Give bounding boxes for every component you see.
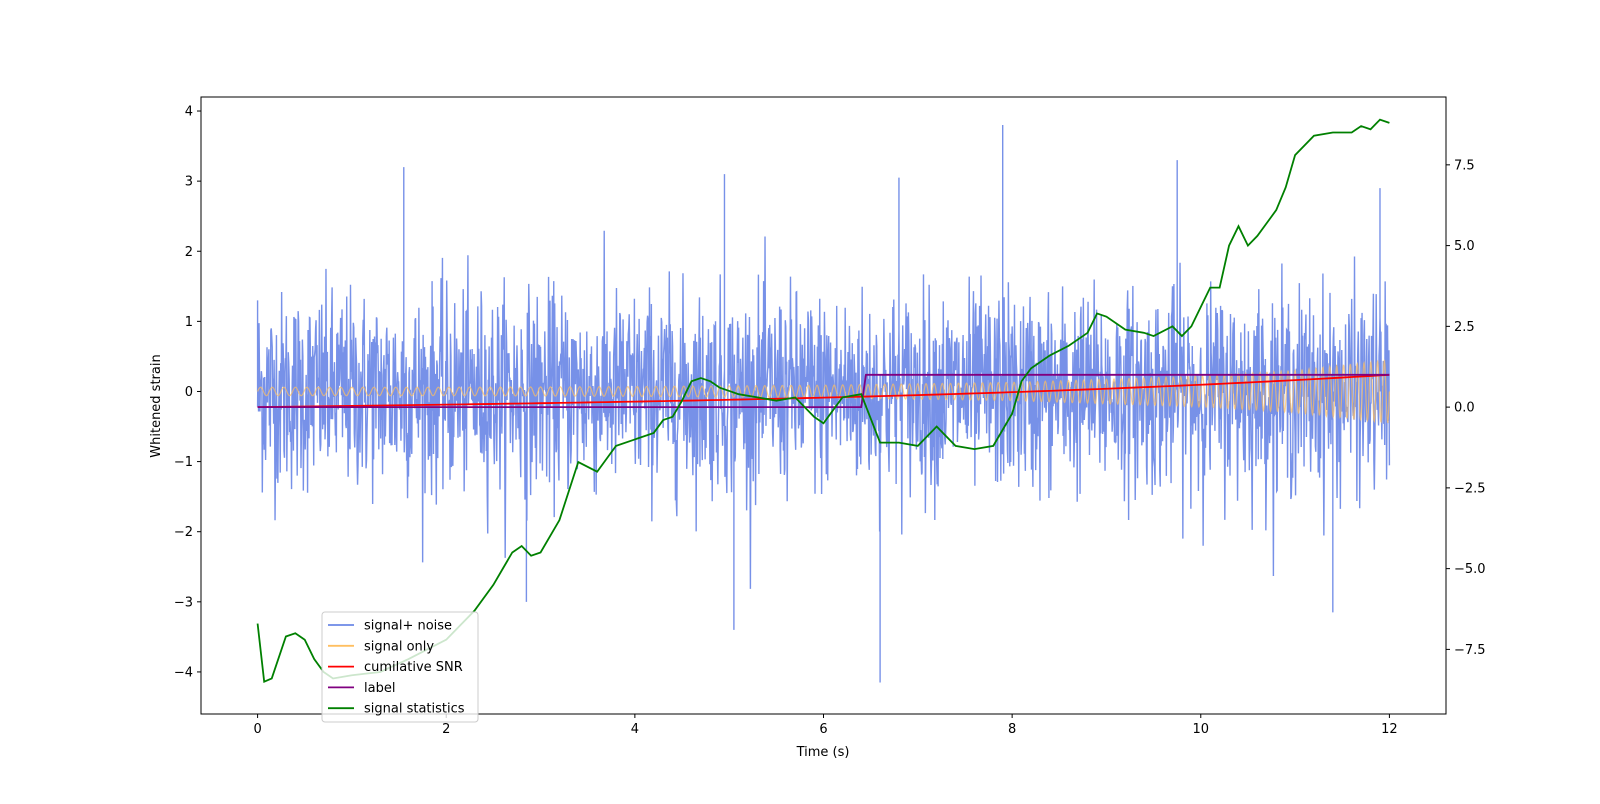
y2-tick-label: 2.5 bbox=[1454, 320, 1475, 335]
plot-area bbox=[256, 118, 1391, 684]
y2-tick-label: −2.5 bbox=[1454, 481, 1486, 496]
y-tick-label: 3 bbox=[185, 175, 193, 190]
y2-tick-label: 0.0 bbox=[1454, 401, 1475, 416]
legend-entry: signal+ noise bbox=[364, 619, 452, 634]
legend-entry: signal only bbox=[364, 639, 434, 654]
series-signal-noise bbox=[256, 125, 1391, 683]
y-tick-label: −3 bbox=[174, 595, 193, 610]
y-tick-label: −1 bbox=[174, 455, 193, 470]
y-tick-label: −4 bbox=[174, 665, 193, 680]
legend-box bbox=[321, 611, 479, 723]
y-tick-label: 2 bbox=[185, 245, 193, 260]
y-tick-label: 1 bbox=[185, 315, 193, 330]
y2-tick-label: 7.5 bbox=[1454, 158, 1475, 173]
legend: signal+ noise signal only cumilative SNR la… bbox=[321, 611, 479, 723]
y-tick-label: 4 bbox=[185, 105, 193, 120]
legend-entry: cumilative SNR bbox=[364, 660, 463, 675]
x-tick-label: 2 bbox=[442, 722, 450, 737]
y2-tick-label: −5.0 bbox=[1454, 562, 1486, 577]
series-signal-statistics bbox=[256, 118, 1390, 684]
y-tick-label: −2 bbox=[174, 525, 193, 540]
x-tick-label: 8 bbox=[1008, 722, 1016, 737]
x-tick-label: 12 bbox=[1381, 722, 1398, 737]
y2-tick-label: −7.5 bbox=[1454, 643, 1486, 658]
y-axis-label: Whitened strain bbox=[149, 354, 164, 457]
y-tick-label: 0 bbox=[185, 385, 193, 400]
x-tick-label: 0 bbox=[253, 722, 261, 737]
x-tick-label: 4 bbox=[631, 722, 639, 737]
legend-entry: signal statistics bbox=[364, 702, 465, 717]
series-signal-only bbox=[257, 359, 1391, 424]
legend-entry: label bbox=[364, 681, 395, 696]
y2-tick-label: 5.0 bbox=[1454, 239, 1475, 254]
axis-ticks: 0 2 4 6 8 10 12−4−3−2−101234−7.5−5.0−2.50.02.5… bbox=[174, 105, 1486, 737]
series-label bbox=[257, 373, 1390, 409]
x-tick-label: 10 bbox=[1192, 722, 1209, 737]
x-axis-label: Time (s) bbox=[796, 745, 850, 760]
x-tick-label: 6 bbox=[819, 722, 827, 737]
series-cumulative-snr bbox=[257, 373, 1390, 409]
